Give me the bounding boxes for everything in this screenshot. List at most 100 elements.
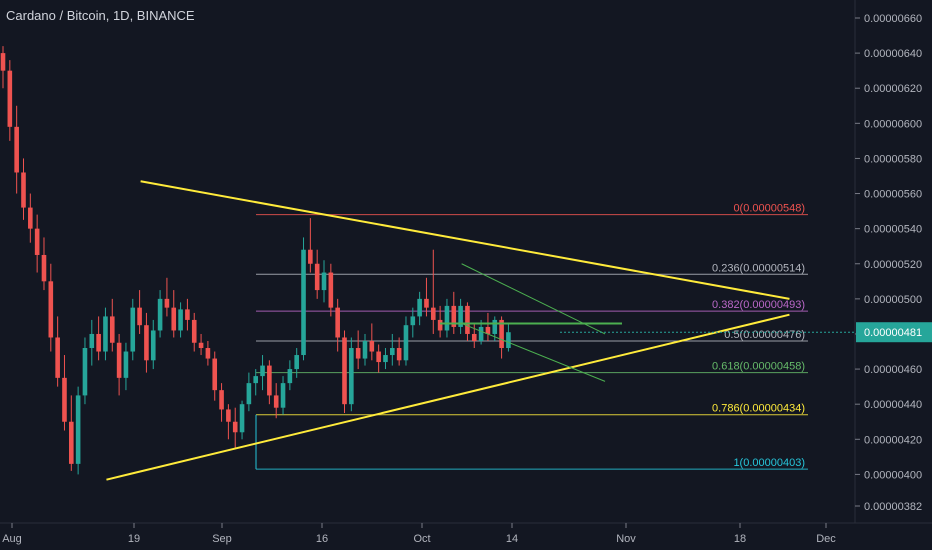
candle-body xyxy=(417,298,422,317)
candle-body xyxy=(403,325,409,361)
candle-body xyxy=(314,263,320,291)
fib-level-label: 0.236(0.00000514) xyxy=(712,262,805,274)
fib-level-label: 1(0.00000403) xyxy=(733,457,805,469)
candle-body xyxy=(116,342,122,378)
candle-body xyxy=(82,348,88,396)
candle-body xyxy=(287,369,293,384)
candle-body xyxy=(178,309,183,331)
candle-body xyxy=(55,337,60,378)
candle-body xyxy=(28,207,33,229)
fib-level-label: 0.5(0.00000476) xyxy=(724,329,805,341)
fib-level-label: 0.382(0.00000493) xyxy=(712,299,805,311)
candle-body xyxy=(410,316,416,326)
candle-body xyxy=(253,376,259,384)
candle-body xyxy=(308,249,313,264)
trendline-lower xyxy=(106,313,790,481)
last-price-tag xyxy=(856,322,932,343)
candle-body xyxy=(273,395,279,408)
candle-body xyxy=(62,377,67,422)
candle-body xyxy=(130,307,136,352)
candle-body xyxy=(430,307,436,320)
candle-body xyxy=(109,316,115,343)
candle-body xyxy=(362,340,368,359)
trendline-channel-bottom xyxy=(461,322,606,382)
candle-body xyxy=(328,272,334,308)
candle-body xyxy=(321,272,327,291)
candle-body xyxy=(75,395,81,464)
candle-body xyxy=(246,383,252,405)
fib-level-label: 0(0.00000548) xyxy=(733,203,805,215)
candle-body xyxy=(150,330,156,361)
candle-body xyxy=(185,309,190,320)
chart-title: Cardano / Bitcoin, 1D, BINANCE xyxy=(6,8,195,23)
y-tick-label: 0.00000400 xyxy=(864,469,922,481)
candle-body xyxy=(294,355,299,370)
x-tick-label: Nov xyxy=(616,533,636,545)
x-tick-label: Dec xyxy=(816,533,836,545)
y-tick-label: 0.00000580 xyxy=(864,153,922,165)
candle-body xyxy=(21,172,26,208)
x-tick-label: 19 xyxy=(128,533,140,545)
candle-body xyxy=(458,305,463,327)
fib-level-label: 0.618(0.00000458) xyxy=(712,361,805,373)
candle-body xyxy=(485,326,491,334)
candle-body xyxy=(499,319,504,349)
x-tick-label: 16 xyxy=(316,533,328,545)
trendline-upper xyxy=(140,180,790,300)
candle-body xyxy=(383,355,388,363)
candle-body xyxy=(7,70,13,127)
candle-body xyxy=(191,319,197,343)
y-tick-label: 0.00000420 xyxy=(864,434,922,446)
x-tick-label: Aug xyxy=(2,533,22,545)
candle-body xyxy=(103,316,108,352)
y-tick-label: 0.00000500 xyxy=(864,294,922,306)
y-tick-label: 0.00000520 xyxy=(864,259,922,271)
candle-body xyxy=(96,333,101,352)
y-tick-label: 0.00000382 xyxy=(864,501,922,513)
candle-body xyxy=(376,351,381,363)
candle-body xyxy=(212,358,218,391)
candle-body xyxy=(14,126,19,173)
candle-body xyxy=(198,342,204,349)
candle-body xyxy=(451,305,457,327)
y-tick-label: 0.00000640 xyxy=(864,48,922,60)
x-tick-label: 14 xyxy=(506,533,518,545)
candle-body xyxy=(137,307,142,326)
candle-body xyxy=(267,365,272,396)
trendline-channel-top xyxy=(461,263,606,335)
candle-body xyxy=(48,281,54,338)
x-tick-label: Sep xyxy=(212,533,232,545)
candle-body xyxy=(123,351,129,378)
y-tick-label: 0.00000600 xyxy=(864,118,922,130)
candle-body xyxy=(355,348,361,359)
candle-body xyxy=(34,228,40,255)
candle-body xyxy=(444,305,450,331)
candle-body xyxy=(437,319,443,331)
x-tick-label: 18 xyxy=(734,533,746,545)
candle-body xyxy=(465,305,470,334)
candle-body xyxy=(69,421,74,464)
candle-body xyxy=(164,298,170,308)
candle-body xyxy=(219,390,224,410)
candle-body xyxy=(171,307,177,331)
y-tick-label: 0.00000660 xyxy=(864,13,922,25)
last-price-label: 0.00000481 xyxy=(864,327,922,339)
candle-body xyxy=(390,348,395,356)
candle-body xyxy=(226,409,231,422)
candle-body xyxy=(342,337,347,405)
y-tick-label: 0.00000540 xyxy=(864,224,922,236)
candle-body xyxy=(301,249,306,356)
candle-body xyxy=(369,340,375,352)
candle-body xyxy=(205,348,211,359)
candle-body xyxy=(280,383,286,408)
candle-body xyxy=(424,298,429,308)
candle-body xyxy=(157,298,163,331)
candle-body xyxy=(478,326,484,341)
candle-body xyxy=(144,325,149,361)
candle-body xyxy=(260,365,265,377)
candle-body xyxy=(396,348,402,361)
y-tick-label: 0.00000460 xyxy=(864,364,922,376)
candle-body xyxy=(232,421,238,433)
candle-body xyxy=(492,319,498,334)
